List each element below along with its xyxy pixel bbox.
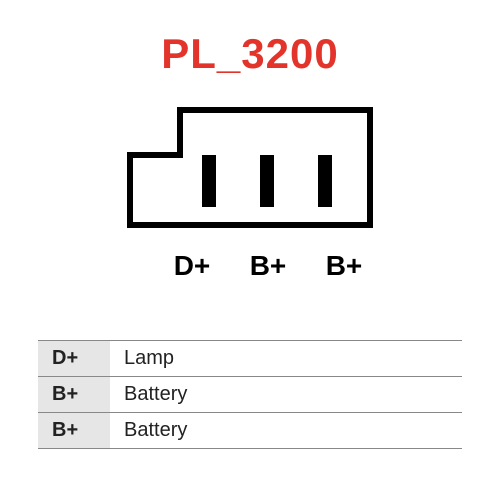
pin-label: B+ (239, 250, 297, 282)
pin-label: D+ (163, 250, 221, 282)
connector-diagram (120, 95, 380, 240)
legend-row: D+Lamp (38, 341, 462, 377)
connector-pin (202, 155, 216, 207)
connector-svg (120, 95, 380, 240)
connector-pin (318, 155, 332, 207)
legend-desc: Battery (110, 413, 462, 449)
legend-code: B+ (38, 413, 110, 449)
legend-table: D+LampB+BatteryB+Battery (38, 340, 462, 449)
connector-pin (260, 155, 274, 207)
legend-desc: Battery (110, 377, 462, 413)
part-title: PL_3200 (161, 30, 338, 78)
legend-desc: Lamp (110, 341, 462, 377)
legend-row: B+Battery (38, 377, 462, 413)
pin-labels-row: D+ B+ B+ (120, 250, 380, 282)
legend-code: B+ (38, 377, 110, 413)
pin-label: B+ (315, 250, 373, 282)
legend-row: B+Battery (38, 413, 462, 449)
legend-code: D+ (38, 341, 110, 377)
